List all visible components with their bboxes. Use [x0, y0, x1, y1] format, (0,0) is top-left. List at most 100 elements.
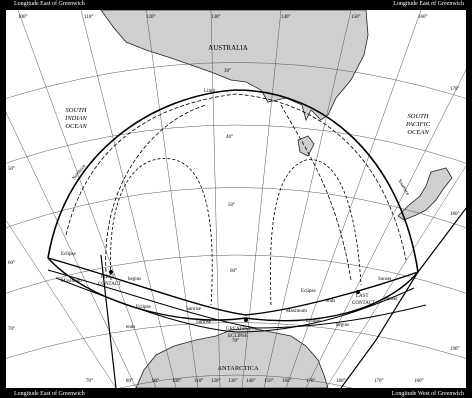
longitude-line-150	[263, 10, 352, 388]
latitude-line-80	[119, 374, 353, 388]
latitude-right-label-190: 190°	[450, 347, 460, 352]
australia-landmass	[100, 10, 369, 122]
australia-label: AUSTRALIA	[208, 44, 248, 52]
sunrise-label-center: Sunrise	[196, 320, 212, 325]
first-contact-label-1: FIRST	[101, 275, 115, 280]
longitude-line-130	[210, 10, 221, 388]
longitude-bottom-label-120: 120°	[211, 379, 221, 384]
antarctica-landmass	[135, 327, 329, 388]
northern-label: Northern	[71, 164, 88, 182]
longitude-bottom-label-110: 110°	[194, 379, 203, 384]
south-indian-ocean-label-1: SOUTH	[66, 107, 87, 114]
ends-label-right: ends	[326, 299, 335, 304]
greatest-eclipse-label-1: GREATEST	[226, 327, 251, 332]
latitude-grid	[6, 62, 466, 388]
eclipse-begins-at-sunrise-curve	[47, 269, 427, 329]
latitude-center-label-40: 40°	[226, 135, 233, 140]
rise-set-loop-left	[110, 158, 213, 306]
longitude-bottom-label-130: 130°	[228, 379, 238, 384]
longitude-bottom-label-160w: 160°	[414, 379, 424, 384]
south-pacific-ocean-label-2: PACIFIC	[405, 121, 431, 128]
longitude-top-label-120: 120°	[146, 15, 156, 20]
latitude-center-label-50: 50°	[228, 203, 235, 208]
latitude-left-label-70: 70°	[8, 327, 15, 332]
sunrise-sunset-upper-curve	[47, 257, 419, 316]
longitude-line-160	[285, 10, 422, 388]
longitude-bottom-label-150: 150°	[264, 379, 274, 384]
northern-limit-dashed	[65, 93, 407, 261]
eclipse-label-left-2: Eclipse	[136, 305, 151, 310]
new-zealand-landmass	[397, 167, 453, 221]
first-contact-label-2: CONTACT	[98, 282, 121, 287]
first-contact-line-left	[100, 254, 117, 388]
greatest-eclipse-point	[244, 318, 248, 322]
greatest-eclipse-label-2: ECLIPSE	[228, 334, 248, 339]
first-contact-point	[109, 270, 113, 274]
maximum-label-left: Maximum	[61, 279, 82, 284]
latitude-center-label-60: 60°	[230, 269, 237, 274]
longitude-line-170	[305, 69, 466, 388]
longitude-line-90	[6, 111, 137, 388]
corner-label-top-left: Longitude East of Greenwich	[14, 1, 85, 7]
last-contact-label-1: LAST	[356, 294, 369, 299]
south-pacific-ocean-label-3: OCEAN	[407, 129, 429, 136]
longitude-bottom-label-140: 140°	[246, 379, 256, 384]
last-contact-point	[356, 290, 360, 294]
eclipse-label-right-2: Eclipse	[306, 319, 321, 324]
limit-label: Limit	[204, 89, 216, 94]
longitude-top-label-110: 110°	[84, 15, 93, 20]
corner-label-bottom-left: Longitude East of Greenwich	[14, 391, 85, 397]
eclipse-map: AUSTRALIA ANTARCTICA SOUTH INDIAN OCEAN …	[6, 10, 466, 388]
latitude-line-50	[6, 187, 466, 228]
longitude-line-120	[145, 10, 199, 388]
sunset-label-right: Sunset	[378, 277, 392, 282]
latitude-line-60	[6, 254, 466, 294]
longitude-top-label-140: 140°	[281, 15, 291, 20]
maximum-label-right: Maximum	[286, 309, 307, 314]
longitude-line-140	[241, 10, 282, 388]
longitude-bottom-label-170w: 170°	[374, 379, 384, 384]
longitude-top-label-150: 150°	[351, 15, 361, 20]
sunrise-label-left: Sunrise	[186, 307, 202, 312]
sunset-label-right-2: Sunset	[384, 297, 398, 302]
maximum-eclipse-dashed-left	[105, 104, 207, 273]
eclipse-limit-boundary	[47, 89, 419, 273]
eclipse-label-right-1: Eclipse	[301, 289, 316, 294]
longitude-line-180	[325, 165, 466, 388]
longitude-line-110	[80, 10, 177, 388]
longitude-bottom-label-80: 80°	[126, 379, 133, 384]
eclipse-map-svg: AUSTRALIA ANTARCTICA SOUTH INDIAN OCEAN …	[6, 10, 466, 388]
corner-label-bottom-right: Longitude West of Greenwich	[391, 391, 464, 397]
longitude-bottom-label-170: 170°	[306, 379, 316, 384]
longitude-line-100	[17, 10, 157, 388]
longitude-bottom-label-180: 180°	[336, 379, 346, 384]
south-indian-ocean-label-2: INDIAN	[64, 115, 87, 122]
latitude-left-label-50: 50°	[8, 167, 15, 172]
longitude-line-80	[6, 220, 117, 388]
latitude-center-label-70: 70°	[232, 339, 239, 344]
latitude-line-30	[6, 62, 466, 99]
rise-set-loop-right	[270, 159, 362, 306]
begins-label-left: begins	[128, 277, 141, 282]
longitude-bottom-label-100: 100°	[172, 379, 182, 384]
tasmania-landmass	[297, 135, 315, 157]
ends-label-left: ends	[126, 325, 135, 330]
sunset-line-right	[340, 207, 466, 388]
longitude-top-label-130: 130°	[211, 15, 221, 20]
south-indian-ocean-label-3: OCEAN	[65, 123, 87, 130]
eclipse-label-left-1: Eclipse	[61, 252, 76, 257]
longitude-top-label-160: 160°	[418, 15, 428, 20]
eclipse-ends-at-sunset-curve	[55, 277, 415, 333]
latitude-line-40	[6, 124, 466, 164]
latitude-right-label-180: 180°	[450, 212, 460, 217]
latitude-center-label-30: 30°	[224, 69, 231, 74]
longitude-grid	[6, 10, 466, 388]
begins-label-right: begins	[336, 323, 349, 328]
latitude-left-label-60: 60°	[8, 261, 15, 266]
southern-label: Southern	[396, 179, 410, 198]
longitude-bottom-label-90: 90°	[152, 379, 159, 384]
last-contact-label-2: CONTACT	[352, 301, 375, 306]
south-pacific-ocean-label-1: SOUTH	[408, 113, 429, 120]
corner-label-top-right: Longitude East of Greenwich	[393, 1, 464, 7]
